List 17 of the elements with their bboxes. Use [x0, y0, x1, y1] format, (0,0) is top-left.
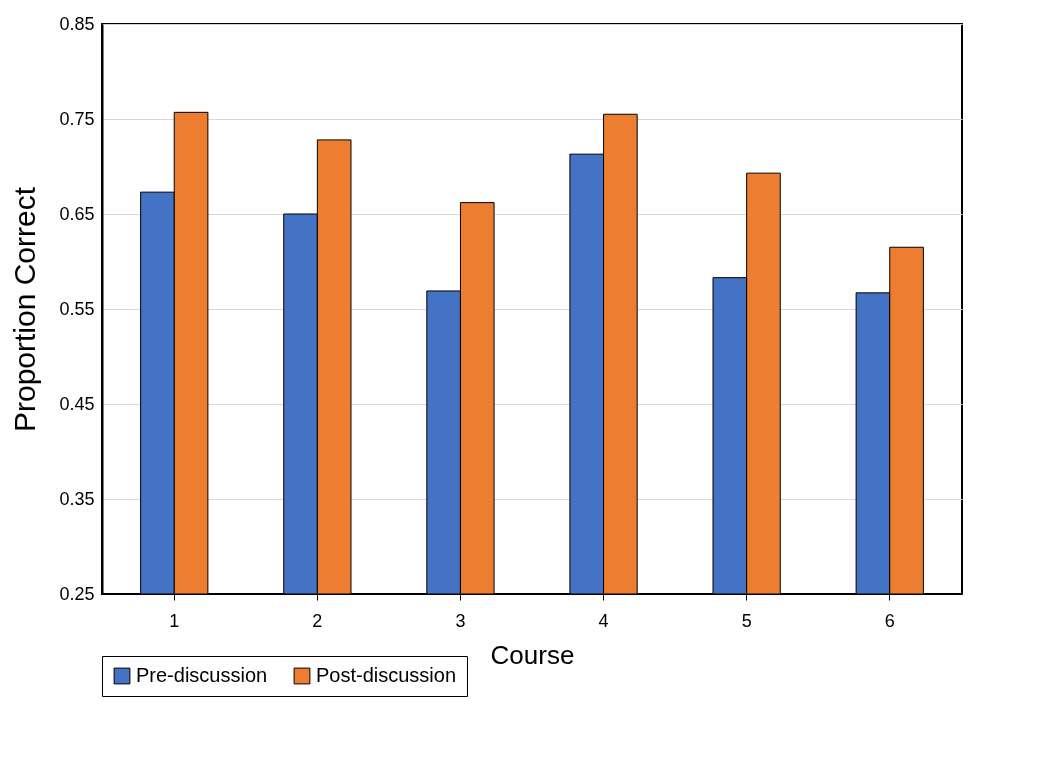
- legend-label: Pre-discussion: [136, 664, 268, 686]
- x-tick-label: 3: [455, 610, 466, 631]
- y-tick-label: 0.55: [59, 298, 95, 319]
- y-tick-label: 0.35: [59, 488, 95, 509]
- y-tick-label: 0.75: [59, 108, 95, 129]
- y-tick-label: 0.85: [59, 13, 95, 34]
- legend-label: Post-discussion: [316, 664, 457, 686]
- y-tick-label: 0.25: [59, 583, 95, 604]
- x-tick-label: 4: [598, 610, 609, 631]
- x-tick-label: 5: [741, 610, 752, 631]
- x-tick-label: 6: [884, 610, 895, 631]
- x-tick-label: 2: [312, 610, 323, 631]
- y-axis-title: Proportion Correct: [8, 186, 42, 433]
- x-tick-label: 1: [169, 610, 180, 631]
- y-tick-label: 0.65: [59, 203, 95, 224]
- x-axis-title: Course: [490, 639, 575, 670]
- y-tick-label: 0.45: [59, 393, 95, 414]
